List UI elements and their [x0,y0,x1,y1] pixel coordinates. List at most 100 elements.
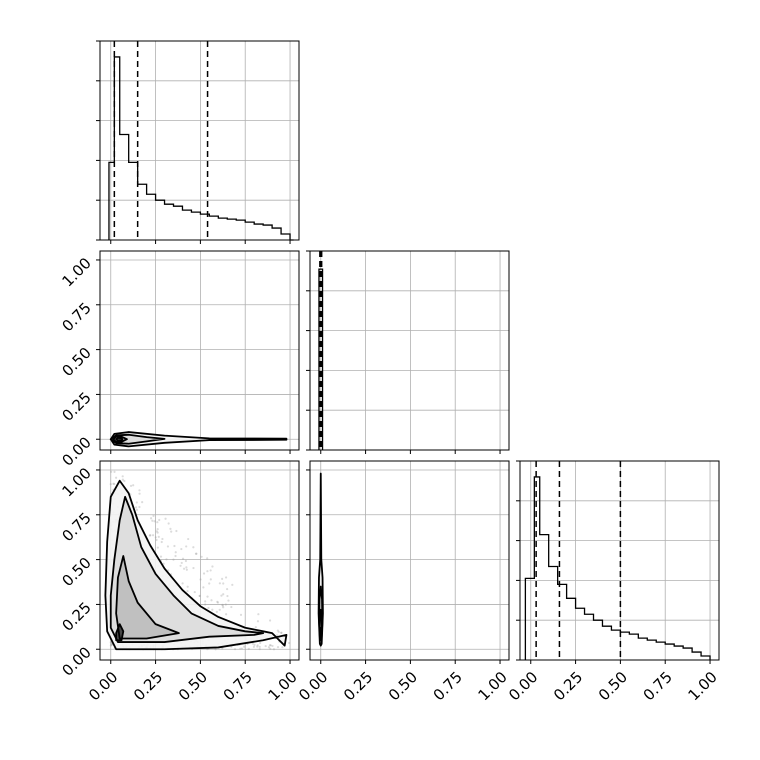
scatter-point [251,642,254,645]
scatter-point [192,566,195,570]
scatter-point [221,577,224,580]
contour-line [112,435,128,443]
scatter-point [258,645,261,648]
scatter-point [185,568,188,571]
scatter-point [272,648,276,651]
scatter-point [161,537,164,541]
scatter-point [138,505,141,509]
scatter-point [288,641,291,645]
scatter-point [230,605,233,609]
scatter-point [207,606,210,610]
scatter-point [221,603,224,606]
scatter-point [277,630,280,633]
scatter-point [257,613,260,616]
scatter-point [184,559,188,563]
density-fill [110,432,287,447]
scatter-point [209,578,212,581]
scatter-point [182,567,186,570]
y-tick-label: 0.50 [58,344,94,380]
scatter-point [110,643,113,646]
scatter-point [225,613,228,616]
scatter-point [226,587,229,591]
scatter-point [138,489,141,492]
scatter-point [159,555,163,558]
scatter-point [239,647,242,650]
scatter-point [152,514,155,517]
scatter-point [112,482,115,485]
scatter-point [269,644,272,647]
scatter-point [231,583,234,586]
scatter-point [198,594,201,597]
scatter-point [167,522,170,525]
x-tick-label: 0.50 [175,668,211,704]
scatter-point [208,582,211,585]
scatter-point [175,529,178,533]
frame-layer [99,40,720,661]
axes-frame-contour-3-1 [99,460,300,661]
scatter-point [258,648,261,651]
scatter-point [121,475,124,478]
scatter-point [220,594,223,597]
scatter-point [218,582,221,585]
axes-frame-contour-2-1 [99,250,300,451]
scatter-point [179,564,182,567]
scatter-point [214,648,217,651]
contour-line [115,555,180,640]
x-tick-label: 0.75 [430,668,466,704]
scatter-point [141,501,144,504]
scatter-point [185,566,188,569]
scatter-point [276,645,280,649]
density-fill [116,556,179,639]
scatter-point [148,534,151,537]
scatter-point [151,534,155,537]
scatter-point [165,558,168,561]
scatter-point [113,470,116,473]
contour-line [115,623,125,642]
scatter-point [254,626,257,629]
contour-line [109,433,166,445]
scatter-point [276,629,279,632]
histogram-step-hist-3 [524,476,711,660]
scatter-point [151,519,154,522]
x-tick-label: 0.75 [220,668,256,704]
scatter-point [227,599,230,602]
scatter-point [204,603,207,606]
scatter-point [202,572,206,575]
scatter-point [210,599,213,602]
scatter-point [181,557,185,560]
scatter-point [204,600,207,603]
y-tick-label: 1.00 [58,254,94,290]
scatter-point [224,576,228,579]
x-tick-label: 0.25 [130,668,166,704]
scatter-point [174,554,177,558]
scatter-point [109,641,112,644]
scatter-point [109,483,112,486]
scatter-point [222,582,225,585]
x-tick-label: 0.25 [550,668,586,704]
x-tick-label: 1.00 [474,668,510,704]
scatter-point [256,644,259,647]
scatter-point [211,608,214,611]
contour-line [317,472,324,647]
scatter-point [264,644,267,648]
scatter-point [222,593,225,596]
scatter-point [157,535,160,538]
scatter-point [221,604,224,607]
scatter-point [153,520,156,523]
scatter-point [149,534,152,537]
scatter-point [109,644,113,647]
scatter-point [132,484,135,487]
scatter-point [216,600,219,603]
scatter-point [200,555,203,558]
scatter-point [185,545,188,548]
x-tick-label: 0.00 [505,668,541,704]
scatter-point [247,647,250,650]
axes-frame-contour-3-2 [309,460,510,661]
scatter-point [275,634,279,637]
scatter-point [172,558,175,561]
scatter-point [186,590,189,593]
density-fill [110,496,264,643]
scatter-point [253,643,256,646]
scatter-point [240,647,244,650]
